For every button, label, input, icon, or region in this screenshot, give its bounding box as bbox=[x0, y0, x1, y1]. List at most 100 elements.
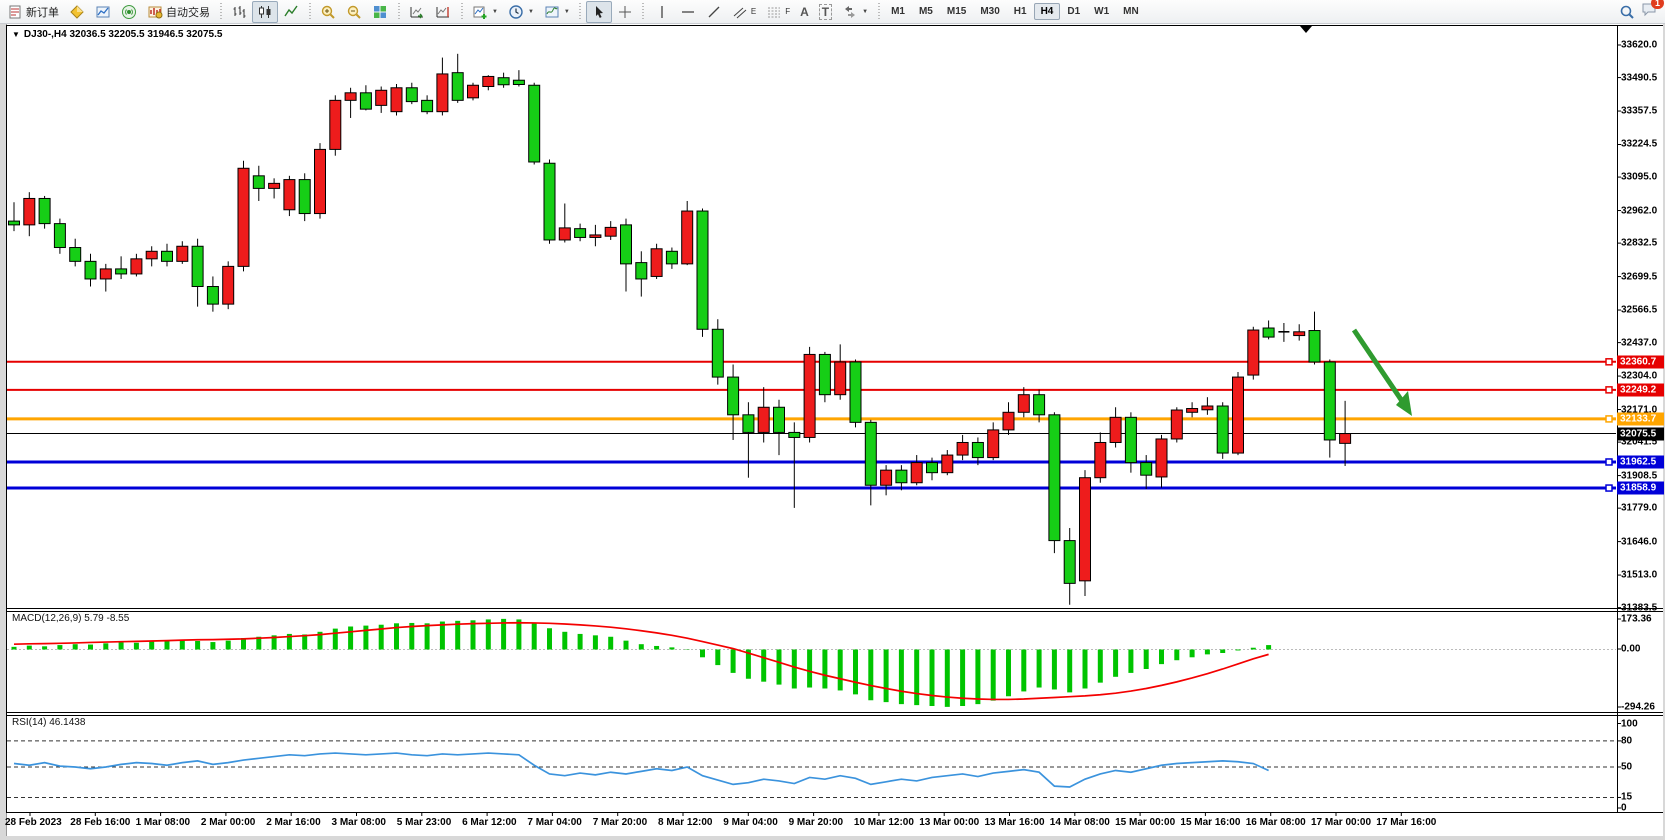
candle-body bbox=[1033, 394, 1046, 416]
timeframe-w1[interactable]: W1 bbox=[1094, 6, 1110, 17]
candle-body bbox=[665, 250, 678, 265]
price-axis-label: 32304.0 bbox=[1621, 370, 1658, 382]
candle-body bbox=[1216, 405, 1229, 454]
line-handle[interactable] bbox=[1605, 415, 1613, 423]
candle-body bbox=[115, 268, 128, 275]
text-label-button[interactable]: T bbox=[814, 1, 837, 23]
cursor-button[interactable] bbox=[585, 0, 612, 23]
zoom-in-icon bbox=[321, 5, 335, 19]
arrow-annotation[interactable] bbox=[1351, 328, 1405, 403]
dropdown-arrow-icon: ▼ bbox=[527, 8, 534, 15]
line-chart-button[interactable] bbox=[278, 1, 304, 23]
yellow-diamond-icon bbox=[70, 4, 84, 19]
price-axis-label: 31646.0 bbox=[1621, 536, 1658, 548]
zoom-out-button[interactable] bbox=[341, 1, 367, 23]
timeframe-m15[interactable]: M15 bbox=[946, 6, 967, 17]
price-axis-label: 31513.0 bbox=[1621, 569, 1658, 581]
candle-body bbox=[84, 260, 97, 280]
candle-body bbox=[1048, 414, 1061, 542]
autotrade-label: 自动交易 bbox=[166, 6, 210, 19]
notifications-button[interactable]: 1 bbox=[1641, 0, 1664, 22]
toolbar-separator bbox=[459, 2, 464, 21]
bar-chart-button[interactable] bbox=[226, 1, 252, 23]
candlestick-button[interactable] bbox=[252, 0, 278, 23]
candle-body bbox=[1170, 409, 1183, 440]
timeframe-mn[interactable]: MN bbox=[1123, 6, 1139, 17]
timeframe-d1[interactable]: D1 bbox=[1067, 6, 1081, 17]
chart-shift-button[interactable] bbox=[430, 1, 456, 23]
zoom-out-icon bbox=[347, 5, 361, 19]
horizontal-line-button[interactable] bbox=[675, 1, 701, 23]
macd-axis-label: 173.36 bbox=[1621, 613, 1652, 625]
fibonacci-button[interactable]: F bbox=[761, 1, 795, 23]
arrow-annotation-head[interactable] bbox=[1396, 391, 1412, 416]
crosshair-icon bbox=[618, 5, 631, 18]
new-order-icon bbox=[9, 5, 21, 18]
timeframe-m1[interactable]: M1 bbox=[891, 6, 905, 17]
time-axis-label: 1 Mar 08:00 bbox=[135, 817, 191, 828]
line-handle[interactable] bbox=[1605, 458, 1613, 466]
auto-scroll-button[interactable] bbox=[404, 1, 430, 23]
price-axis-label: 31383.5 bbox=[1621, 602, 1658, 614]
candle-body bbox=[344, 92, 357, 101]
new-order-button[interactable]: 新订单 bbox=[2, 1, 64, 23]
line-handle[interactable] bbox=[1605, 386, 1613, 394]
crosshair-button[interactable] bbox=[612, 1, 638, 23]
periods-button[interactable]: ▼ bbox=[503, 1, 539, 23]
time-axis-label: 13 Mar 00:00 bbox=[919, 817, 980, 828]
arrows-button[interactable]: ▼ bbox=[837, 1, 873, 23]
time-axis-label: 13 Mar 16:00 bbox=[984, 817, 1045, 828]
text-icon: A bbox=[800, 4, 809, 19]
vertical-line-button[interactable] bbox=[649, 1, 675, 23]
templates-button[interactable]: ▼ bbox=[539, 1, 575, 23]
indicators-button[interactable]: ▼ bbox=[467, 1, 503, 23]
candle-body bbox=[191, 245, 204, 288]
candle-body bbox=[803, 353, 816, 438]
candle-body bbox=[405, 87, 418, 103]
timeframe-h1[interactable]: H1 bbox=[1013, 6, 1027, 17]
candle-body bbox=[1002, 411, 1015, 431]
candle-body bbox=[268, 182, 281, 189]
main-toolbar: 新订单 自动交易 bbox=[0, 0, 1665, 24]
search-icon[interactable] bbox=[1619, 4, 1635, 20]
candle-body bbox=[1293, 331, 1306, 337]
signals-button[interactable] bbox=[116, 1, 142, 23]
time-axis-label: 7 Mar 04:00 bbox=[527, 817, 582, 828]
chart-shift-marker[interactable] bbox=[1300, 26, 1312, 33]
text-button[interactable]: A bbox=[795, 1, 814, 23]
chevron-down-icon[interactable]: ▼ bbox=[12, 30, 20, 39]
dropdown-arrow-icon: ▼ bbox=[862, 8, 869, 15]
horizontal-line-icon bbox=[681, 10, 694, 13]
time-axis-label: 15 Mar 00:00 bbox=[1115, 817, 1176, 828]
line-handle[interactable] bbox=[1605, 484, 1613, 492]
rsi-axis-label: 0 bbox=[1621, 802, 1627, 814]
price-axis-label: 32171.0 bbox=[1621, 404, 1658, 416]
zoom-in-button[interactable] bbox=[315, 1, 341, 23]
channel-button[interactable]: E bbox=[727, 1, 761, 23]
chart-symbol-header: ▼ DJ30-,H4 32036.5 32205.5 31946.5 32075.… bbox=[12, 29, 222, 40]
timeframe-m30[interactable]: M30 bbox=[980, 6, 1000, 17]
candle-body bbox=[69, 247, 82, 262]
line-handle[interactable] bbox=[1605, 358, 1613, 366]
price-axis-label: 32832.5 bbox=[1621, 237, 1658, 249]
timeframe-m5[interactable]: M5 bbox=[918, 6, 933, 17]
tile-windows-button[interactable] bbox=[367, 1, 393, 23]
market-watch-button[interactable] bbox=[90, 1, 116, 23]
time-axis-label: 6 Mar 12:00 bbox=[462, 817, 517, 828]
time-axis-label: 3 Mar 08:00 bbox=[331, 817, 386, 828]
autotrade-icon bbox=[148, 6, 163, 18]
autotrade-button[interactable]: 自动交易 bbox=[142, 1, 215, 23]
time-axis-label: 9 Mar 04:00 bbox=[723, 817, 778, 828]
candle-body bbox=[206, 286, 219, 305]
metaeditor-button[interactable] bbox=[64, 1, 90, 23]
trendline-button[interactable] bbox=[701, 1, 727, 23]
fibo-letter: F bbox=[785, 7, 791, 16]
macd-axis-label: 0.00 bbox=[1621, 643, 1641, 655]
time-axis-label: 28 Feb 2023 bbox=[5, 817, 62, 828]
line-chart-icon bbox=[284, 5, 298, 16]
candle-body bbox=[880, 469, 893, 486]
chart-window-icon bbox=[96, 6, 110, 17]
timeframe-h4[interactable]: H4 bbox=[1033, 3, 1061, 20]
